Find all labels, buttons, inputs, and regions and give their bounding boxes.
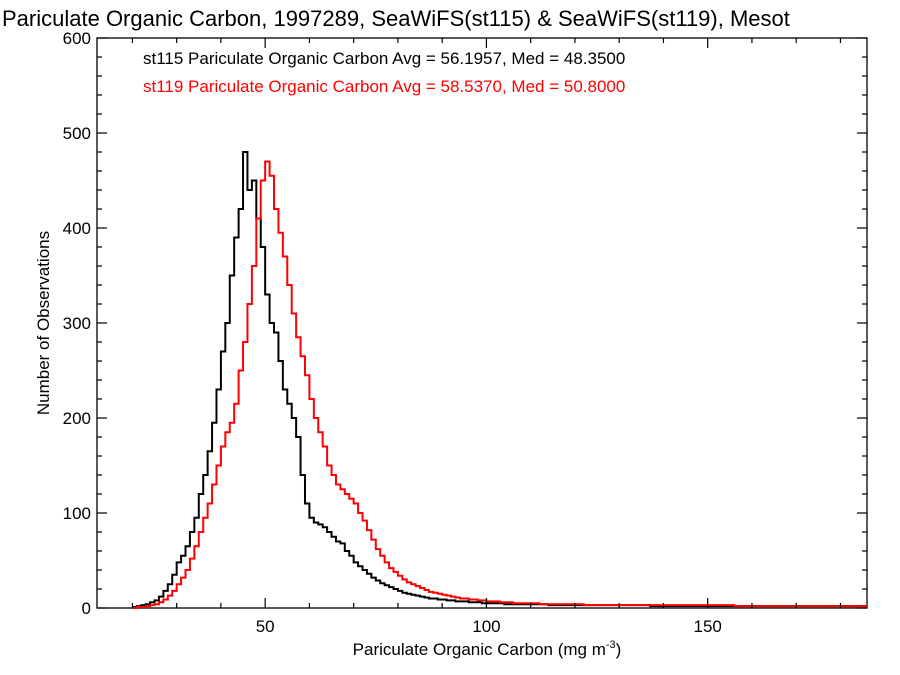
- y-tick-label: 600: [63, 29, 91, 48]
- x-axis-label: Pariculate Organic Carbon (mg m-3): [353, 639, 622, 659]
- series-line-st119: [132, 160, 867, 609]
- y-tick-label: 400: [63, 219, 91, 238]
- x-tick-label: 100: [472, 617, 500, 636]
- x-tick-label: 50: [256, 617, 275, 636]
- y-tick-label: 100: [63, 504, 91, 523]
- legend-st115: st115 Pariculate Organic Carbon Avg = 56…: [143, 49, 625, 68]
- x-axis-label-exponent: -3: [606, 639, 616, 651]
- plot-area: 50 100 150 0 100 200 300 400 500 600: [63, 29, 868, 636]
- ticks-layer: 50 100 150 0 100 200 300 400 500 600: [63, 29, 867, 636]
- legend: st115 Pariculate Organic Carbon Avg = 56…: [143, 49, 625, 96]
- plot-frame: [96, 37, 868, 609]
- chart-title: Pariculate Organic Carbon, 1997289, SeaW…: [2, 6, 790, 31]
- x-tick-label: 150: [694, 617, 722, 636]
- series-line-st115: [132, 151, 867, 609]
- y-tick-label: 300: [63, 314, 91, 333]
- legend-st119: st119 Pariculate Organic Carbon Avg = 58…: [143, 77, 625, 96]
- x-axis-label-main: Pariculate Organic Carbon (mg m: [353, 640, 606, 659]
- y-tick-label: 200: [63, 409, 91, 428]
- series-layer: [132, 151, 867, 609]
- x-axis-label-suffix: ): [616, 640, 622, 659]
- y-tick-label: 500: [63, 124, 91, 143]
- y-tick-label: 0: [82, 599, 91, 618]
- y-axis-label: Number of Observations: [34, 231, 53, 415]
